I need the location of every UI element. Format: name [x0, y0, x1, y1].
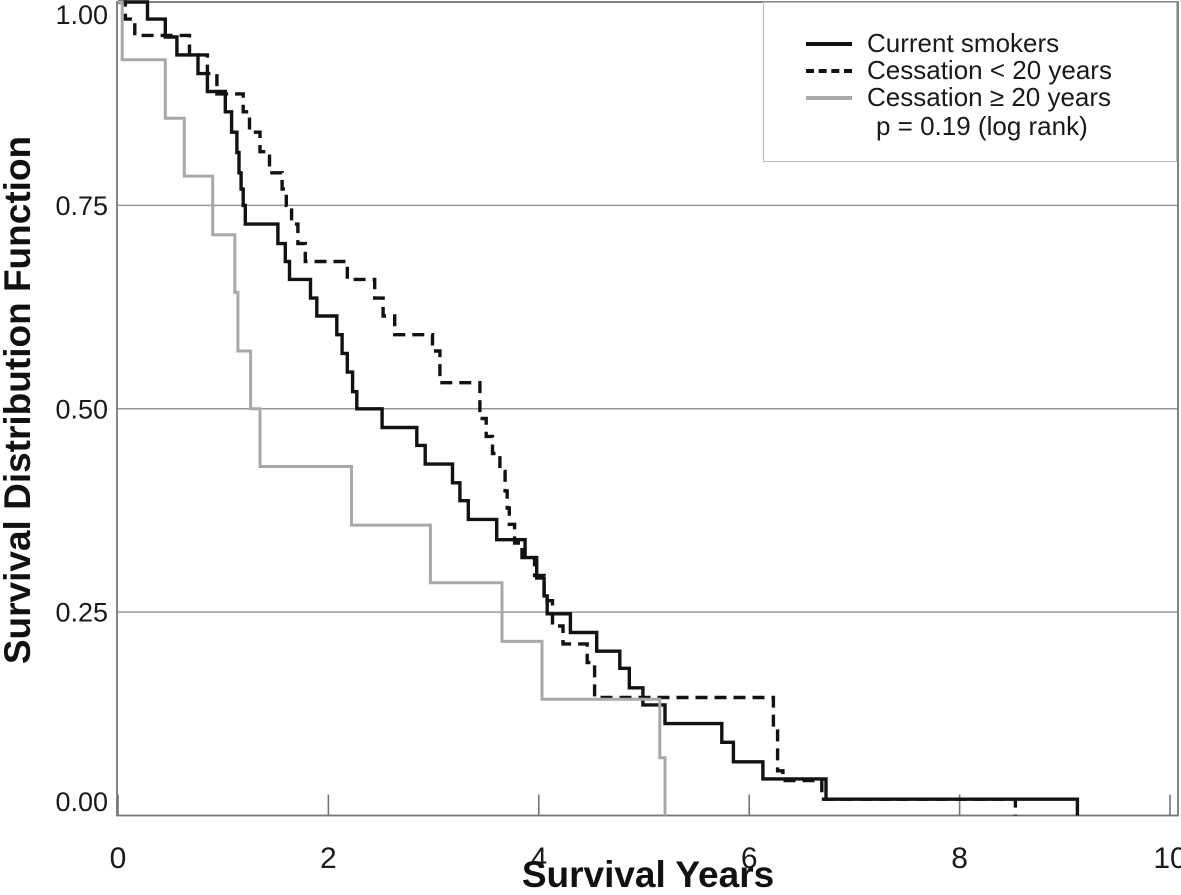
y-axis-title: Survival Distribution Function — [0, 136, 38, 664]
y-tick-label-0.25: 0.25 — [55, 598, 108, 628]
legend-line-sample-solid-0 — [806, 41, 852, 46]
legend-line-sample-solid-2 — [806, 95, 852, 100]
curve-cessation-20-years — [118, 0, 1018, 816]
legend-box: Current smokers Cessation < 20 years Cessa… — [763, 2, 1177, 162]
curve-cessation-20-years — [118, 0, 667, 816]
curve-current-smokers — [118, 0, 1080, 816]
legend-item-label: Cessation < 20 years — [867, 55, 1112, 85]
legend-rows: Current smokers Cessation < 20 years Cessa… — [806, 28, 1176, 112]
y-tick-label-0.50: 0.50 — [55, 394, 108, 424]
legend-item-current-smokers: Current smokers — [806, 28, 1176, 58]
x-tick-label-2: 2 — [320, 842, 337, 875]
x-tick-label-6: 6 — [741, 842, 758, 875]
legend-item-cessation-20-years: Cessation ≥ 20 years — [806, 82, 1176, 112]
legend-item-label: Cessation ≥ 20 years — [867, 82, 1112, 112]
legend-item-cessation-20-years: Cessation < 20 years — [806, 55, 1176, 85]
y-tick-label-0.00: 0.00 — [55, 787, 108, 817]
legend-item-label: Current smokers — [867, 28, 1060, 58]
x-tick-label-0: 0 — [110, 842, 127, 875]
x-axis-title: Survival Years — [522, 854, 774, 895]
y-tick-label-1.00: 1.00 — [55, 0, 108, 30]
x-tick-label-4: 4 — [530, 842, 547, 875]
plot-frame — [116, 1, 1179, 817]
legend-pvalue-note: p = 0.19 (log rank) — [876, 111, 1088, 141]
x-tick-label-10: 10 — [1153, 842, 1181, 875]
legend-line-sample-dashed-1 — [806, 68, 852, 73]
y-tick-label-0.75: 0.75 — [55, 191, 108, 221]
x-tick-label-8: 8 — [951, 842, 968, 875]
